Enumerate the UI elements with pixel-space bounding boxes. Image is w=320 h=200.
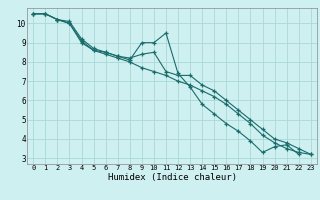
X-axis label: Humidex (Indice chaleur): Humidex (Indice chaleur): [108, 173, 236, 182]
